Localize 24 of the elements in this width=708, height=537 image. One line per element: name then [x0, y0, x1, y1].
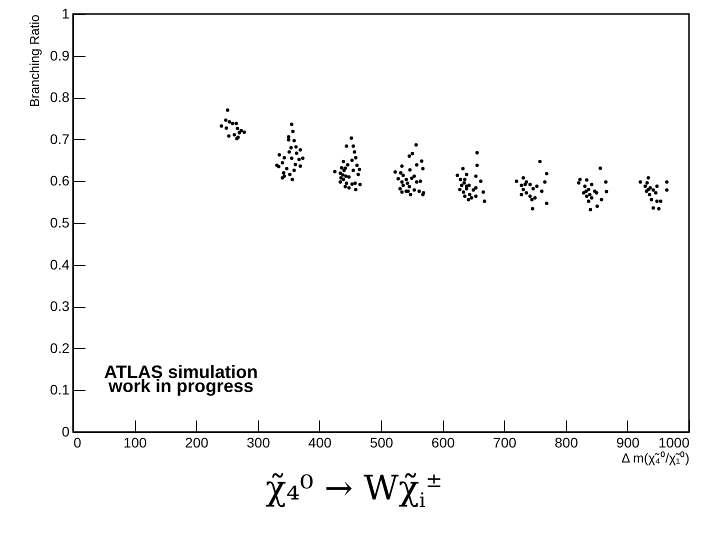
y-tick-label: 0.4: [50, 256, 70, 272]
x-tick-label: 400: [308, 434, 332, 450]
x-tick-label: 900: [616, 434, 640, 450]
y-tick-label: 0.2: [50, 340, 70, 356]
x-tick-label: 200: [185, 434, 209, 450]
x-tick-label: 800: [554, 434, 578, 450]
x-axis-title: Δ m(χ̃₄⁰/χ̃₁⁰): [621, 450, 690, 466]
x-tick-label: 500: [370, 434, 394, 450]
y-tick-label: 0.9: [50, 47, 70, 64]
y-tick-label: 0.3: [50, 298, 70, 314]
x-tick-label: 1000: [658, 434, 690, 450]
y-tick-label: 0.8: [50, 89, 70, 106]
x-tick-label: 600: [431, 434, 455, 450]
y-tick-label: 0.1: [50, 382, 70, 398]
y-tick-label: 0.6: [50, 172, 70, 189]
y-tick-label: 1: [62, 6, 70, 22]
y-tick-label: 0.5: [50, 214, 70, 230]
x-tick-label: 700: [493, 434, 517, 450]
y-tick-label: 0: [62, 424, 70, 440]
x-tick-label: 300: [246, 434, 270, 450]
x-tick-label: 100: [123, 434, 147, 450]
y-axis-title: Branching Ratio: [27, 14, 42, 107]
y-tick-label: 0.7: [50, 130, 70, 147]
x-tick-label: 0: [74, 434, 82, 450]
